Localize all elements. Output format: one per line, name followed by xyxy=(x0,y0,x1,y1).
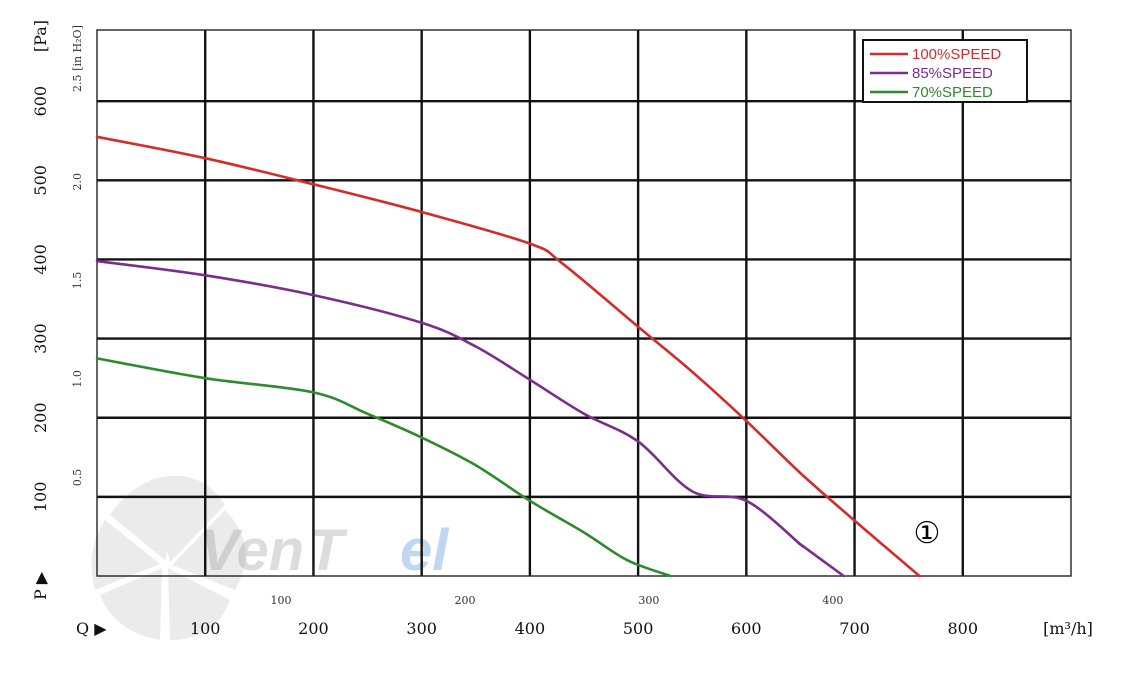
x2-tick-label-300: 300 xyxy=(638,594,659,607)
y-tick-label-200: 200 xyxy=(31,402,50,433)
x-axis-marker: Q ▶ xyxy=(76,619,107,638)
y-axis-unit: [Pa] xyxy=(31,20,50,52)
legend-label-85-speed: 85%SPEED xyxy=(912,65,993,82)
x-tick-label-100: 100 xyxy=(190,619,221,638)
y-tick-label-400: 400 xyxy=(31,244,50,275)
curves xyxy=(95,135,921,578)
y2-axis-unit: [in H₂O] xyxy=(71,25,84,71)
watermark-text-t: T xyxy=(308,518,348,583)
x-tick-label-300: 300 xyxy=(406,619,437,638)
legend: 100%SPEED 85%SPEED 70%SPEED xyxy=(862,39,1028,103)
x-tick-label-600: 600 xyxy=(731,619,762,638)
series-line-100-speed xyxy=(95,135,921,578)
x-tick-label-400: 400 xyxy=(515,619,546,638)
y-axis-marker: P ▶ xyxy=(31,571,50,600)
plot-frame xyxy=(96,29,1072,577)
x-tick-label-800: 800 xyxy=(948,619,979,638)
x2-tick-label-400: 400 xyxy=(822,594,843,607)
x-tick-label-700: 700 xyxy=(839,619,870,638)
watermark-text-ven: Ven xyxy=(200,518,304,583)
x-tick-label-500: 500 xyxy=(623,619,654,638)
legend-label-100-speed: 100%SPEED xyxy=(912,46,1001,63)
y2-tick-label-2.0: 2.0 xyxy=(71,173,84,191)
y2-tick-label-1.5: 1.5 xyxy=(71,272,84,290)
annotation-circled-one: ① xyxy=(914,516,941,551)
y-tick-label-600: 600 xyxy=(31,86,50,117)
series-line-70-speed xyxy=(95,357,672,578)
tick-labels: 100 200 300 400 500 600 700 800 100 200 300 400 500 6… xyxy=(31,74,978,638)
y-tick-label-500: 500 xyxy=(31,165,50,196)
y2-tick-label-2.5: 2.5 xyxy=(71,74,84,92)
y2-tick-label-0.5: 0.5 xyxy=(71,469,84,487)
legend-label-70-speed: 70%SPEED xyxy=(912,84,993,101)
y-tick-label-100: 100 xyxy=(31,482,50,513)
x2-tick-label-100: 100 xyxy=(270,594,291,607)
y2-tick-label-1.0: 1.0 xyxy=(71,370,84,388)
y-tick-label-300: 300 xyxy=(31,323,50,354)
x2-tick-label-200: 200 xyxy=(454,594,475,607)
watermark-text-el: el xyxy=(400,518,450,583)
ventel-watermark: Ven T el xyxy=(91,475,450,640)
x-axis-unit: [m³/h] xyxy=(1043,619,1093,638)
series-line-85-speed xyxy=(95,259,846,578)
grid xyxy=(97,30,1071,576)
x-tick-label-200: 200 xyxy=(298,619,329,638)
